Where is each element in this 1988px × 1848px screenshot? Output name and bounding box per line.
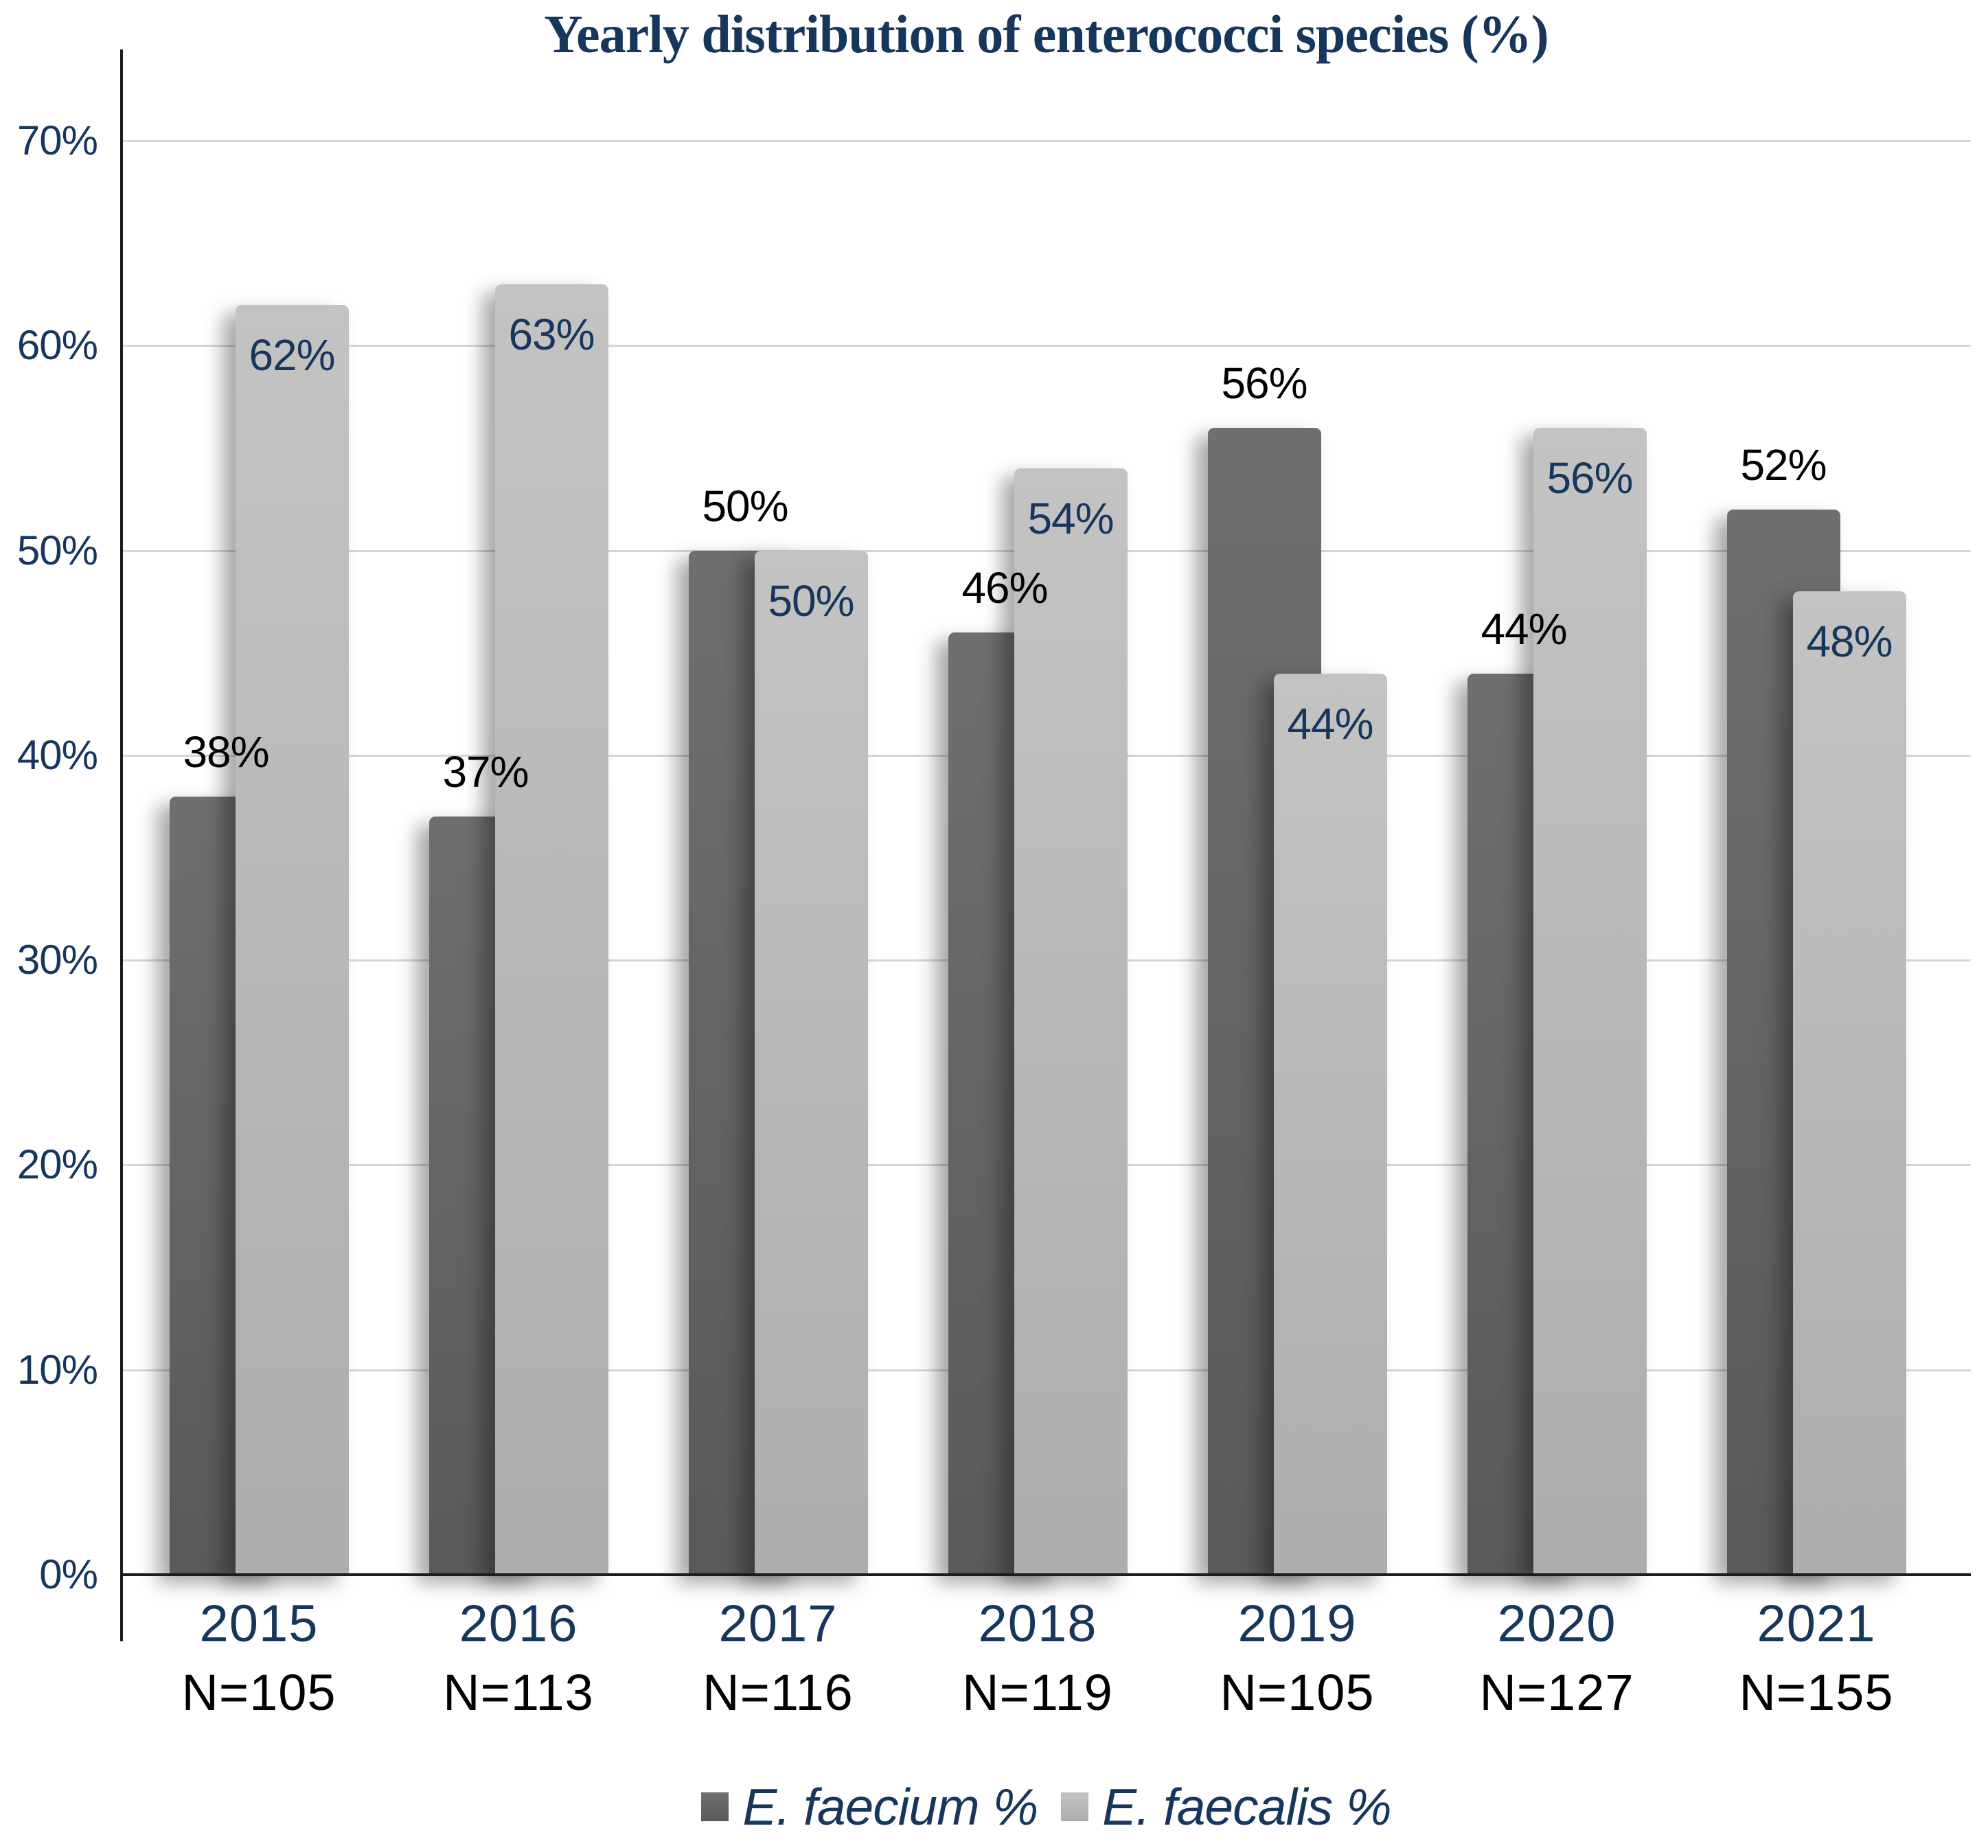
value-label-e-faecium-2015: 38% [183,727,269,777]
gridline-60 [122,345,1971,347]
y-tick-40: 40% [16,731,98,778]
y-tick-60: 60% [16,322,98,369]
x-label-2019: 2019 [1237,1595,1357,1653]
legend: E. faecium % E. faecalis % [122,1776,1971,1838]
legend-label-faecalis: E. faecalis % [1102,1778,1392,1836]
x-label-2018: 2018 [978,1595,1097,1653]
value-label-e-faecalis-2018: 54% [1027,494,1114,544]
plot-area [122,140,1971,1575]
legend-swatch-faecium-icon [701,1792,729,1821]
n-label-2020: N=127 [1479,1664,1634,1721]
value-label-e-faecium-2018: 46% [961,562,1048,613]
n-label-2019: N=105 [1220,1664,1375,1721]
y-tick-70: 70% [16,117,98,163]
legend-item-faecalis: E. faecalis % [1061,1776,1392,1838]
y-axis-line [120,49,123,1641]
value-label-e-faecalis-2021: 48% [1806,617,1893,667]
n-label-2021: N=155 [1739,1664,1894,1721]
n-label-2017: N=116 [702,1664,854,1721]
gridline-70 [122,140,1971,142]
y-tick-10: 10% [16,1346,98,1393]
legend-swatch-faecalis-icon [1061,1792,1089,1821]
value-label-e-faecium-2020: 44% [1481,604,1567,654]
bar-e-faecalis-2015 [235,304,349,1575]
value-label-e-faecalis-2015: 62% [249,330,335,380]
bar-e-faecalis-2019 [1273,673,1387,1575]
legend-item-faecium: E. faecium % [701,1776,1038,1838]
bar-e-faecalis-2017 [754,550,868,1575]
x-label-2017: 2017 [718,1595,838,1653]
y-tick-50: 50% [16,527,98,573]
x-label-2020: 2020 [1497,1595,1616,1653]
value-label-e-faecium-2016: 37% [442,747,529,797]
value-label-e-faecalis-2019: 44% [1287,698,1373,749]
value-label-e-faecalis-2016: 63% [508,309,595,359]
y-tick-30: 30% [16,937,98,983]
value-label-e-faecium-2021: 52% [1740,440,1827,490]
n-label-2018: N=119 [962,1664,1113,1721]
x-label-2016: 2016 [459,1595,578,1653]
x-label-2015: 2015 [199,1595,319,1653]
bar-e-faecalis-2021 [1792,591,1906,1575]
x-axis-line [120,1573,1971,1576]
x-label-2021: 2021 [1757,1595,1876,1653]
bar-e-faecalis-2016 [494,284,608,1575]
legend-label-faecium: E. faecium % [742,1778,1038,1836]
n-label-2016: N=113 [443,1664,594,1721]
value-label-e-faecalis-2017: 50% [768,575,854,626]
value-label-e-faecium-2017: 50% [702,481,788,531]
chart-title: Yearly distribution of enterococci speci… [544,4,1549,64]
value-label-e-faecalis-2020: 56% [1546,453,1633,503]
value-label-e-faecium-2019: 56% [1221,358,1307,408]
bar-e-faecalis-2018 [1014,468,1128,1575]
n-label-2015: N=105 [181,1664,336,1721]
y-tick-0: 0% [39,1551,98,1597]
y-tick-20: 20% [16,1141,98,1188]
bar-e-faecalis-2020 [1533,427,1647,1575]
